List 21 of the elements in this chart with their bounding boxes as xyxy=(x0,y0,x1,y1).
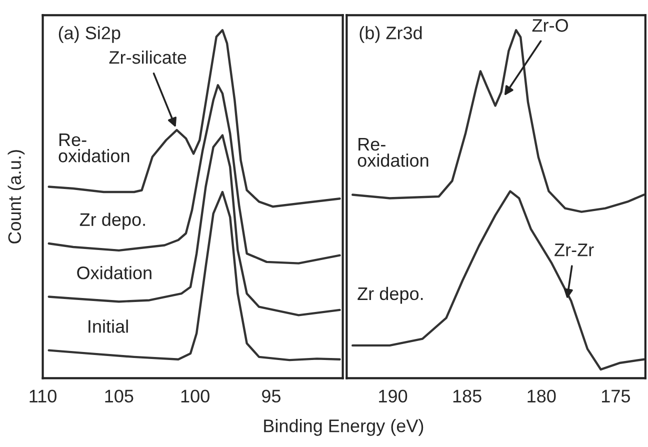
annotation: Zr-Zr xyxy=(554,244,594,256)
x-tick-label: 185 xyxy=(453,390,482,403)
x-tick-label: 105 xyxy=(105,390,134,403)
series-label: Initial xyxy=(88,320,128,333)
chart-title: (a) Si2p xyxy=(58,26,120,43)
x-axis-title: Binding Energy (eV) xyxy=(264,418,424,436)
series-label: Zr depo. xyxy=(80,212,145,230)
x-tick-label: 100 xyxy=(181,390,210,403)
annotation: Zr-O xyxy=(532,19,568,32)
x-tick-label: 180 xyxy=(528,390,556,403)
series-label: Re- oxidation xyxy=(358,138,428,167)
x-tick-label: 110 xyxy=(30,390,56,403)
series-label: Zr depo. xyxy=(358,286,423,304)
y-axis-title: Count (a.u.) xyxy=(8,150,25,244)
chart-title: (b) Zr3d xyxy=(360,26,422,43)
x-tick-label: 175 xyxy=(602,390,630,403)
series-label: Re- oxidation xyxy=(58,134,130,162)
x-tick-label: 190 xyxy=(379,390,408,403)
x-tick-label: 95 xyxy=(262,390,280,403)
series-label: Oxidation xyxy=(77,266,152,280)
annotation: Zr-silicate xyxy=(109,50,186,64)
